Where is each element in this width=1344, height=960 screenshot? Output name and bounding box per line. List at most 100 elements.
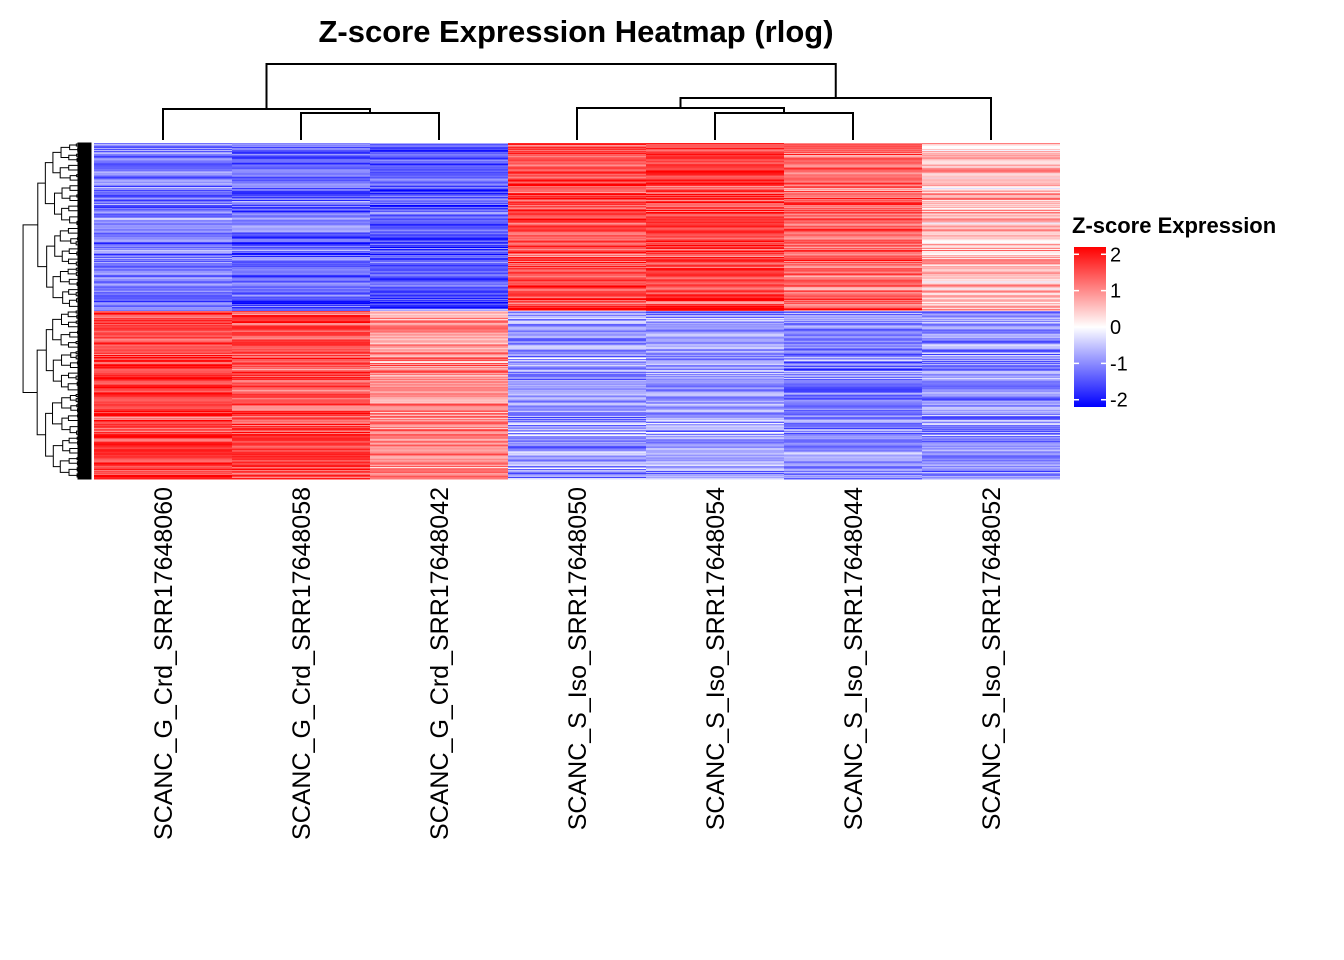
heatmap-cell xyxy=(508,196,646,199)
heatmap-cell xyxy=(784,377,922,379)
heatmap-cell xyxy=(784,328,922,330)
heatmap-cell xyxy=(922,186,1060,189)
heatmap-cell xyxy=(784,259,922,261)
heatmap-cell xyxy=(784,413,922,416)
heatmap-cell xyxy=(922,285,1060,287)
heatmap-cell xyxy=(646,162,784,164)
heatmap-cell xyxy=(232,299,370,302)
heatmap-cell xyxy=(94,429,232,431)
heatmap-cell xyxy=(784,333,922,335)
heatmap-cell xyxy=(646,292,784,295)
heatmap-cell xyxy=(784,471,922,474)
heatmap-cell xyxy=(508,405,646,408)
heatmap-cell xyxy=(646,289,784,291)
heatmap-cell xyxy=(370,283,508,285)
heatmap-cell xyxy=(922,171,1060,173)
heatmap-cell xyxy=(784,194,922,197)
heatmap-cell xyxy=(94,468,232,471)
heatmap-cell xyxy=(94,197,232,200)
heatmap-cell xyxy=(94,226,232,228)
heatmap-cell xyxy=(370,349,508,352)
heatmap-cell xyxy=(922,331,1060,333)
heatmap-cell xyxy=(922,346,1060,349)
heatmap-cell xyxy=(922,170,1060,172)
heatmap-cell xyxy=(232,428,370,430)
heatmap-cell xyxy=(922,290,1060,293)
heatmap-cell xyxy=(94,230,232,232)
heatmap-cell xyxy=(232,157,370,159)
heatmap-cell xyxy=(508,222,646,224)
heatmap-cell xyxy=(508,395,646,397)
heatmap-cell xyxy=(370,378,508,380)
heatmap-cell xyxy=(646,150,784,152)
heatmap-cell xyxy=(232,252,370,255)
heatmap-cell xyxy=(784,282,922,284)
heatmap-cell xyxy=(646,223,784,225)
heatmap-cell xyxy=(922,316,1060,318)
heatmap-cell xyxy=(232,188,370,191)
heatmap-cell xyxy=(922,155,1060,157)
heatmap-cell xyxy=(94,402,232,405)
heatmap-cell xyxy=(922,213,1060,215)
heatmap-cell xyxy=(370,396,508,398)
heatmap-cell xyxy=(94,178,232,181)
heatmap-cell xyxy=(922,160,1060,162)
heatmap-cell xyxy=(232,281,370,283)
heatmap-cell xyxy=(232,251,370,254)
heatmap-cell xyxy=(922,153,1060,155)
heatmap-cell xyxy=(508,436,646,438)
heatmap-cell xyxy=(784,260,922,262)
heatmap-cell xyxy=(232,417,370,420)
heatmap-cell xyxy=(370,440,508,442)
heatmap-cell xyxy=(922,352,1060,355)
heatmap-cell xyxy=(370,169,508,171)
heatmap-cell xyxy=(232,336,370,338)
dendrogram-branch xyxy=(68,154,78,161)
heatmap-cell xyxy=(232,162,370,164)
dendrogram-branch xyxy=(67,311,77,318)
heatmap-cell xyxy=(232,193,370,196)
heatmap-cell xyxy=(646,421,784,424)
heatmap-cell xyxy=(232,454,370,456)
heatmap-cell xyxy=(232,180,370,183)
heatmap-cell xyxy=(922,271,1060,273)
heatmap-cell xyxy=(508,186,646,189)
heatmap-cell xyxy=(784,255,922,257)
heatmap-cell xyxy=(508,251,646,254)
dendrogram-branch xyxy=(36,349,47,436)
heatmap-cell xyxy=(784,181,922,184)
heatmap-cell xyxy=(922,387,1060,389)
heatmap-cell xyxy=(922,380,1060,382)
heatmap-cell xyxy=(784,371,922,373)
heatmap-cell xyxy=(922,225,1060,227)
heatmap-cell xyxy=(922,189,1060,192)
heatmap-cell xyxy=(370,476,508,479)
heatmap-cell xyxy=(646,276,784,278)
heatmap-cell xyxy=(784,149,922,151)
heatmap-cell xyxy=(508,404,646,407)
heatmap-cell xyxy=(784,330,922,332)
heatmap-cell xyxy=(784,252,922,255)
heatmap-cell xyxy=(784,305,922,308)
heatmap-cell xyxy=(646,236,784,239)
heatmap-cell xyxy=(370,178,508,181)
heatmap-cell xyxy=(370,325,508,327)
heatmap-cell xyxy=(94,151,232,153)
heatmap-cell xyxy=(784,370,922,372)
heatmap-cell xyxy=(922,256,1060,258)
heatmap-cell xyxy=(94,261,232,263)
heatmap-cell xyxy=(370,405,508,408)
heatmap-cell xyxy=(370,434,508,436)
heatmap-cell xyxy=(232,356,370,359)
column-label: SCANC_S_Iso_SRR17648050 xyxy=(564,487,592,830)
heatmap-cell xyxy=(370,358,508,361)
heatmap-cell xyxy=(922,368,1060,370)
heatmap-cell xyxy=(508,330,646,332)
heatmap-cell xyxy=(370,256,508,258)
heatmap-cell xyxy=(646,407,784,410)
heatmap-cell xyxy=(646,244,784,247)
heatmap-cell xyxy=(370,172,508,174)
heatmap-cell xyxy=(94,298,232,301)
heatmap-cell xyxy=(646,301,784,304)
heatmap-cell xyxy=(922,435,1060,437)
